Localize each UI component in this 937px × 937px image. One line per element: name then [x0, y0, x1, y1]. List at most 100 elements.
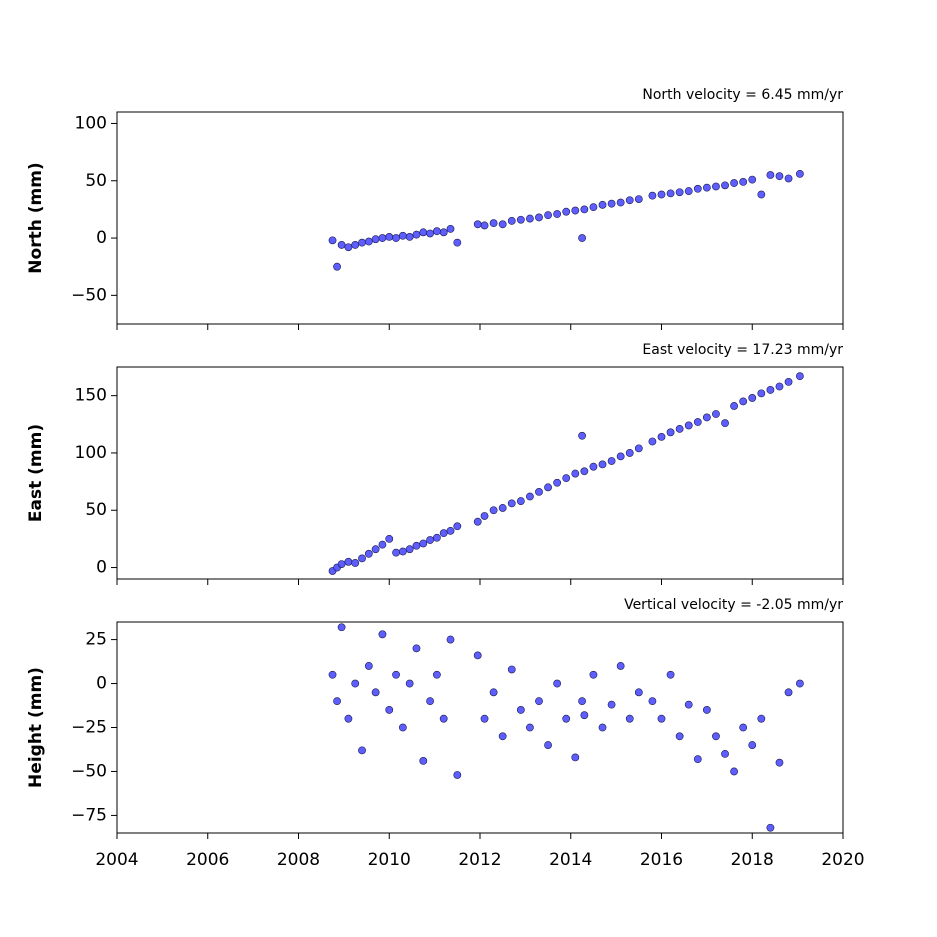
point — [446, 635, 455, 644]
point — [748, 394, 757, 402]
point — [648, 191, 657, 200]
point — [589, 670, 598, 679]
y-axis-label: East (mm) — [26, 424, 46, 522]
point — [498, 504, 507, 512]
point — [730, 767, 738, 776]
point — [453, 238, 462, 247]
axes-frame — [116, 366, 844, 580]
point — [337, 623, 346, 632]
point — [405, 679, 414, 688]
point — [337, 560, 346, 569]
point — [616, 198, 625, 207]
point — [739, 723, 748, 732]
point — [351, 679, 360, 688]
y-tick-label: 50 — [85, 500, 107, 520]
point — [398, 231, 407, 240]
point — [392, 548, 400, 557]
point — [328, 236, 337, 245]
point — [702, 183, 711, 192]
point — [358, 554, 366, 563]
x-tick-label: 2004 — [95, 850, 138, 870]
point — [634, 688, 643, 697]
point — [392, 670, 400, 679]
point — [675, 424, 684, 433]
y-tick-label: 0 — [96, 674, 107, 694]
y-tick-label: −75 — [71, 805, 107, 825]
point — [364, 549, 373, 558]
point — [748, 741, 757, 749]
point — [721, 181, 729, 190]
point — [535, 488, 543, 496]
point — [378, 630, 387, 639]
point — [516, 497, 525, 505]
point — [378, 234, 387, 242]
panel-title: East velocity = 17.23 mm/yr — [642, 342, 843, 358]
point — [385, 233, 394, 241]
point — [489, 219, 498, 228]
point — [795, 679, 804, 688]
point — [446, 224, 455, 233]
point — [571, 469, 580, 478]
point — [498, 220, 507, 229]
point — [675, 732, 684, 741]
y-tick-label: −50 — [71, 761, 107, 781]
point — [439, 714, 448, 723]
y-tick-label: 100 — [75, 443, 107, 463]
point — [721, 749, 729, 758]
point — [730, 179, 738, 187]
x-tick-label: 2008 — [277, 850, 320, 870]
point — [625, 196, 634, 205]
y-tick-label: 0 — [96, 558, 107, 578]
point — [337, 241, 346, 249]
point — [580, 205, 589, 214]
point — [544, 483, 552, 492]
point — [578, 431, 586, 440]
point — [684, 700, 693, 709]
point — [598, 460, 607, 469]
point — [333, 697, 341, 706]
point — [371, 545, 380, 554]
point — [432, 533, 441, 542]
point — [412, 644, 421, 653]
y-tick-label: 0 — [96, 228, 107, 248]
point — [634, 444, 643, 453]
y-axis-label: North (mm) — [26, 162, 46, 273]
point — [351, 241, 360, 249]
point — [616, 662, 625, 670]
point — [562, 714, 571, 723]
axes-frame — [116, 111, 844, 325]
point — [739, 397, 748, 406]
panel-title: North velocity = 6.45 mm/yr — [642, 87, 843, 103]
point — [385, 534, 394, 543]
point — [480, 714, 489, 723]
point — [702, 706, 711, 714]
point — [489, 506, 498, 515]
point — [571, 206, 580, 215]
point — [358, 746, 366, 755]
point — [453, 771, 462, 779]
point — [578, 234, 586, 242]
point — [693, 184, 702, 193]
point — [702, 413, 711, 422]
point — [333, 262, 341, 271]
point — [535, 697, 543, 706]
point — [657, 190, 666, 199]
y-tick-label: −25 — [71, 718, 107, 738]
point — [328, 670, 337, 679]
point — [712, 732, 720, 741]
point — [775, 382, 784, 391]
point — [398, 723, 407, 732]
point — [730, 402, 738, 410]
point — [739, 178, 748, 186]
point — [405, 545, 414, 554]
point — [795, 169, 804, 178]
point — [344, 557, 353, 566]
point — [516, 706, 525, 714]
point — [439, 228, 448, 237]
x-tick-label: 2006 — [186, 850, 229, 870]
point — [489, 688, 498, 697]
point — [498, 732, 507, 741]
point — [544, 211, 552, 220]
point — [766, 386, 775, 394]
